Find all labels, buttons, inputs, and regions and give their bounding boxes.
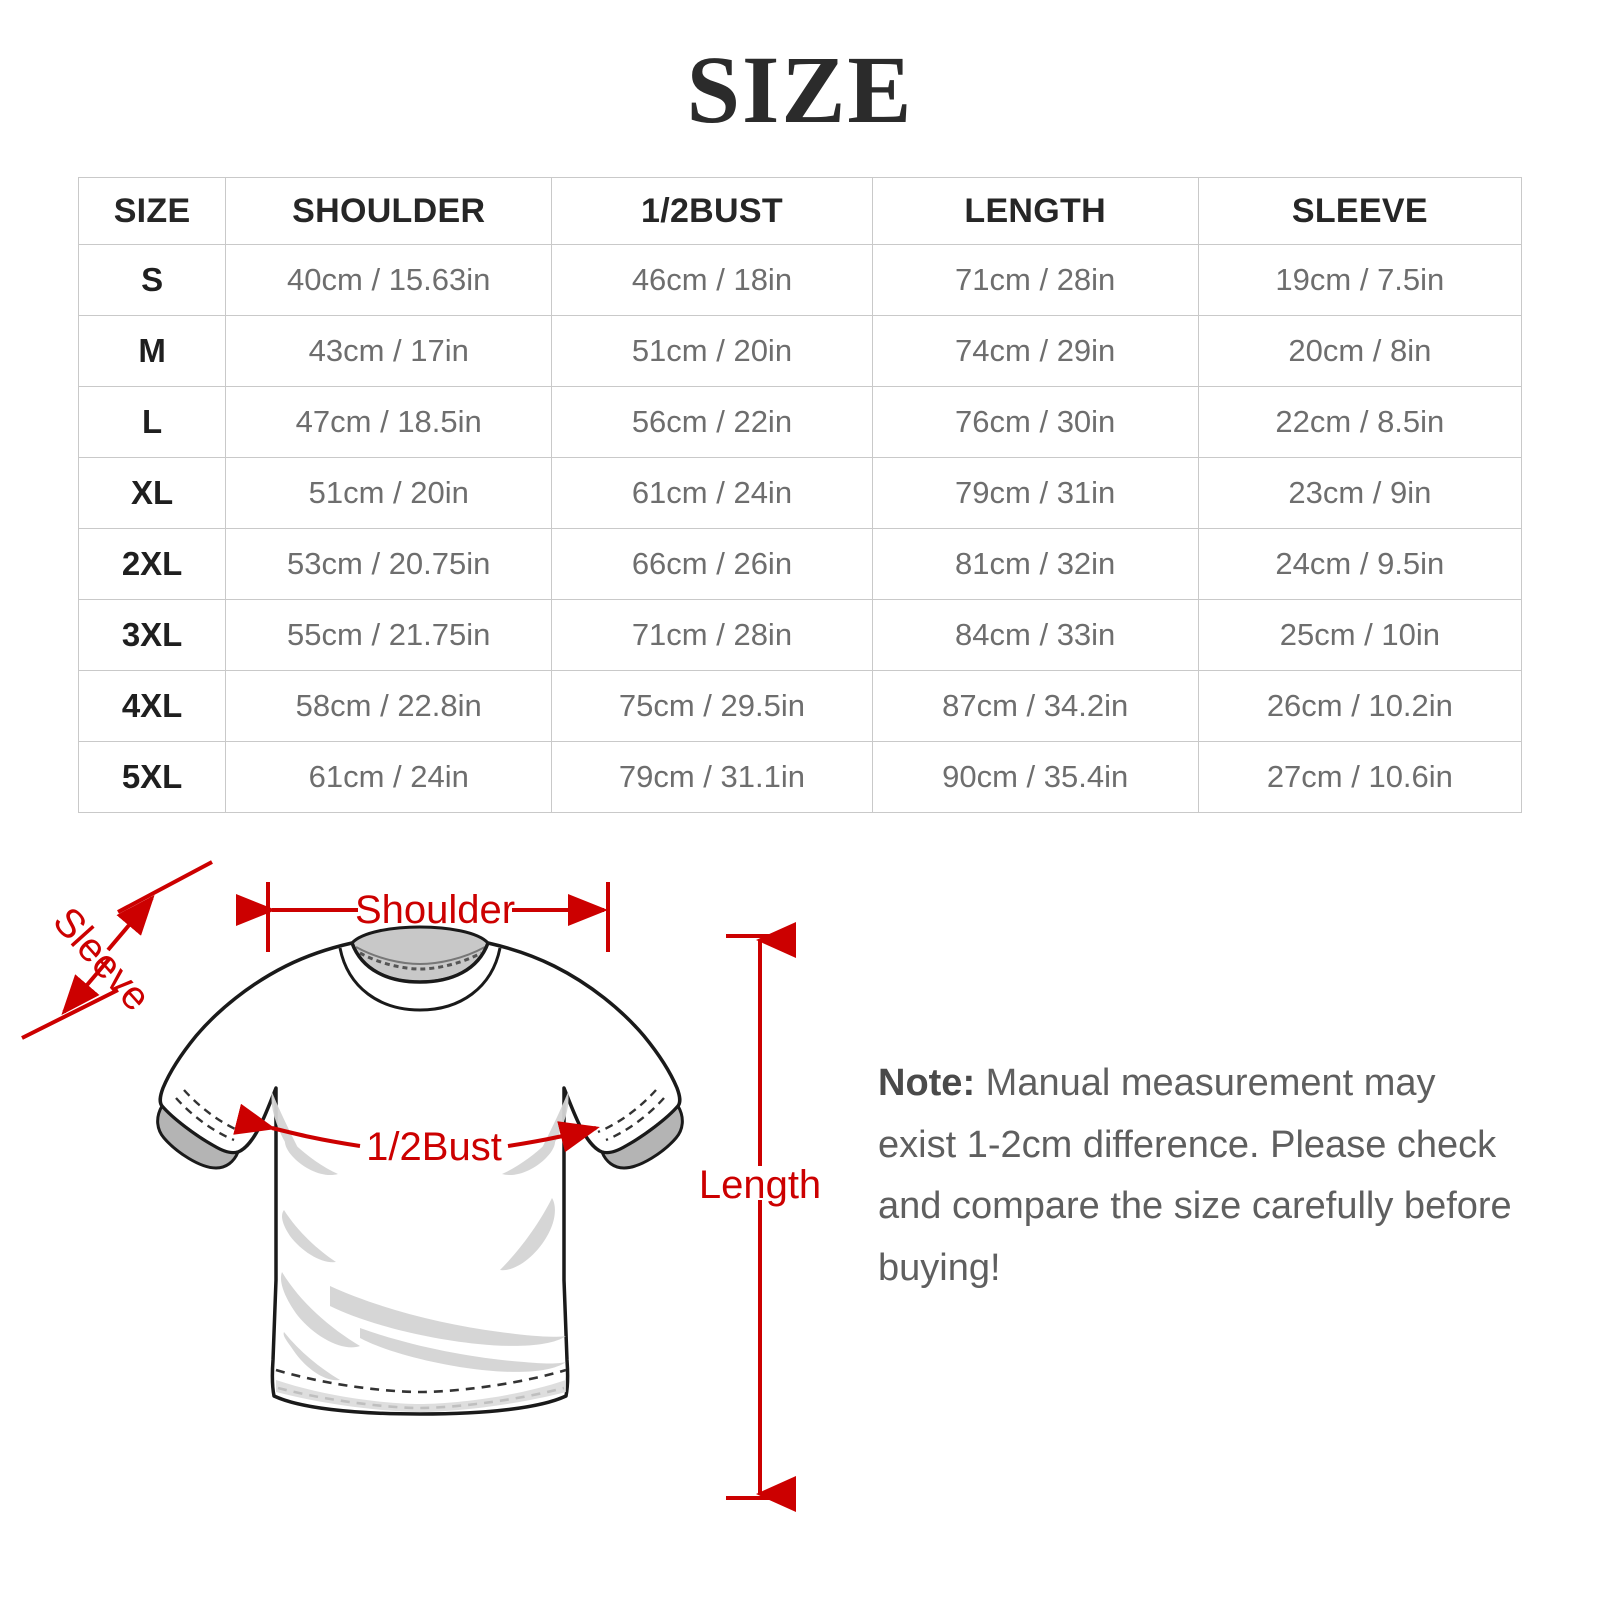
cell-bust: 79cm / 31.1in	[551, 741, 873, 813]
cell-sleeve: 19cm / 7.5in	[1197, 244, 1523, 316]
bust-label: 1/2Bust	[366, 1125, 502, 1169]
sleeve-arrow-up	[106, 894, 155, 952]
cell-length: 71cm / 28in	[871, 244, 1199, 316]
cell-size: 5XL	[77, 741, 227, 813]
page-title: SIZE	[686, 36, 914, 143]
cell-shoulder: 43cm / 17in	[225, 315, 553, 387]
sleeve-label: Sleeve	[44, 899, 159, 1019]
column-header-bust: 1/2BUST	[551, 177, 873, 245]
size-table-container: SIZE SHOULDER 1/2BUST LENGTH SLEEVE S 40…	[77, 177, 1523, 813]
cell-sleeve: 20cm / 8in	[1197, 315, 1523, 387]
column-header-sleeve: SLEEVE	[1197, 177, 1523, 245]
table-row: S 40cm / 15.63in 46cm / 18in 71cm / 28in…	[77, 244, 1523, 316]
length-measure: Length	[699, 922, 821, 1512]
cell-size: 4XL	[77, 670, 227, 742]
column-header-shoulder: SHOULDER	[225, 177, 553, 245]
hem-stitch-upper	[275, 1368, 567, 1394]
cell-length: 81cm / 32in	[871, 528, 1199, 600]
table-row: L 47cm / 18.5in 56cm / 22in 76cm / 30in …	[77, 386, 1523, 458]
tshirt-illustration	[156, 925, 684, 1416]
bust-arrow-right	[507, 1121, 600, 1153]
left-cuff-stitch-2	[183, 1089, 243, 1134]
tshirt-measurement-diagram: Shoulder Sleeve 1/2Bust Length	[0, 840, 880, 1580]
cell-size: L	[77, 386, 227, 458]
cell-size: 2XL	[77, 528, 227, 600]
shirt-outline	[158, 941, 682, 1416]
note-text: Manual measurement may exist 1-2cm diffe…	[878, 1062, 1512, 1289]
table-row: 2XL 53cm / 20.75in 66cm / 26in 81cm / 32…	[77, 528, 1523, 600]
collar-stitch	[359, 951, 482, 971]
fabric-folds	[271, 1092, 569, 1381]
cell-shoulder: 40cm / 15.63in	[225, 244, 553, 316]
column-header-length: LENGTH	[871, 177, 1199, 245]
size-chart-table: SIZE SHOULDER 1/2BUST LENGTH SLEEVE S 40…	[77, 177, 1523, 813]
cell-size: 3XL	[77, 599, 227, 671]
cell-bust: 66cm / 26in	[551, 528, 873, 600]
cell-length: 90cm / 35.4in	[871, 741, 1199, 813]
cell-shoulder: 53cm / 20.75in	[225, 528, 553, 600]
bust-measure: 1/2Bust	[233, 1103, 600, 1169]
table-row: 3XL 55cm / 21.75in 71cm / 28in 84cm / 33…	[77, 599, 1523, 671]
cell-length: 79cm / 31in	[871, 457, 1199, 529]
shoulder-measure: Shoulder	[236, 882, 610, 952]
sleeve-tick-upper	[117, 860, 213, 914]
table-row: 4XL 58cm / 22.8in 75cm / 29.5in 87cm / 3…	[77, 670, 1523, 742]
cell-bust: 61cm / 24in	[551, 457, 873, 529]
cell-bust: 51cm / 20in	[551, 315, 873, 387]
cell-size: M	[77, 315, 227, 387]
table-row: 5XL 61cm / 24in 79cm / 31.1in 90cm / 35.…	[77, 741, 1523, 813]
cell-shoulder: 55cm / 21.75in	[225, 599, 553, 671]
hem-shadow	[276, 1380, 566, 1412]
bust-arrow-left	[233, 1103, 361, 1148]
table-row: M 43cm / 17in 51cm / 20in 74cm / 29in 20…	[77, 315, 1523, 387]
cell-length: 76cm / 30in	[871, 386, 1199, 458]
measurement-note: Note: Manual measurement may exist 1-2cm…	[878, 1053, 1518, 1299]
right-cuff-stitch-2	[597, 1089, 657, 1134]
cell-bust: 75cm / 29.5in	[551, 670, 873, 742]
right-sleeve-cuff	[600, 1104, 684, 1170]
cell-sleeve: 27cm / 10.6in	[1197, 741, 1523, 813]
left-cuff-stitch	[175, 1097, 235, 1142]
sleeve-measure: Sleeve	[21, 860, 213, 1040]
cell-shoulder: 58cm / 22.8in	[225, 670, 553, 742]
cell-shoulder: 61cm / 24in	[225, 741, 553, 813]
sleeve-tick-lower	[21, 988, 119, 1040]
table-row: XL 51cm / 20in 61cm / 24in 79cm / 31in 2…	[77, 457, 1523, 529]
column-header-size: SIZE	[77, 177, 227, 245]
cell-sleeve: 22cm / 8.5in	[1197, 386, 1523, 458]
cell-length: 74cm / 29in	[871, 315, 1199, 387]
cell-sleeve: 23cm / 9in	[1197, 457, 1523, 529]
collar-stitch-2	[355, 946, 486, 966]
cell-length: 87cm / 34.2in	[871, 670, 1199, 742]
cell-shoulder: 51cm / 20in	[225, 457, 553, 529]
left-sleeve-cuff	[156, 1104, 240, 1170]
length-label: Length	[699, 1163, 821, 1207]
collar-outer-ring	[338, 947, 502, 1012]
cell-shoulder: 47cm / 18.5in	[225, 386, 553, 458]
right-cuff-stitch	[605, 1097, 665, 1142]
cell-size: XL	[77, 457, 227, 529]
cell-bust: 46cm / 18in	[551, 244, 873, 316]
cell-sleeve: 25cm / 10in	[1197, 599, 1523, 671]
cell-bust: 71cm / 28in	[551, 599, 873, 671]
cell-sleeve: 24cm / 9.5in	[1197, 528, 1523, 600]
shoulder-label: Shoulder	[355, 888, 515, 932]
table-header-row: SIZE SHOULDER 1/2BUST LENGTH SLEEVE	[77, 177, 1523, 245]
note-label: Note:	[878, 1062, 976, 1104]
cell-sleeve: 26cm / 10.2in	[1197, 670, 1523, 742]
cell-bust: 56cm / 22in	[551, 386, 873, 458]
cell-length: 84cm / 33in	[871, 599, 1199, 671]
sleeve-arrow-down	[61, 956, 112, 1016]
cell-size: S	[77, 244, 227, 316]
